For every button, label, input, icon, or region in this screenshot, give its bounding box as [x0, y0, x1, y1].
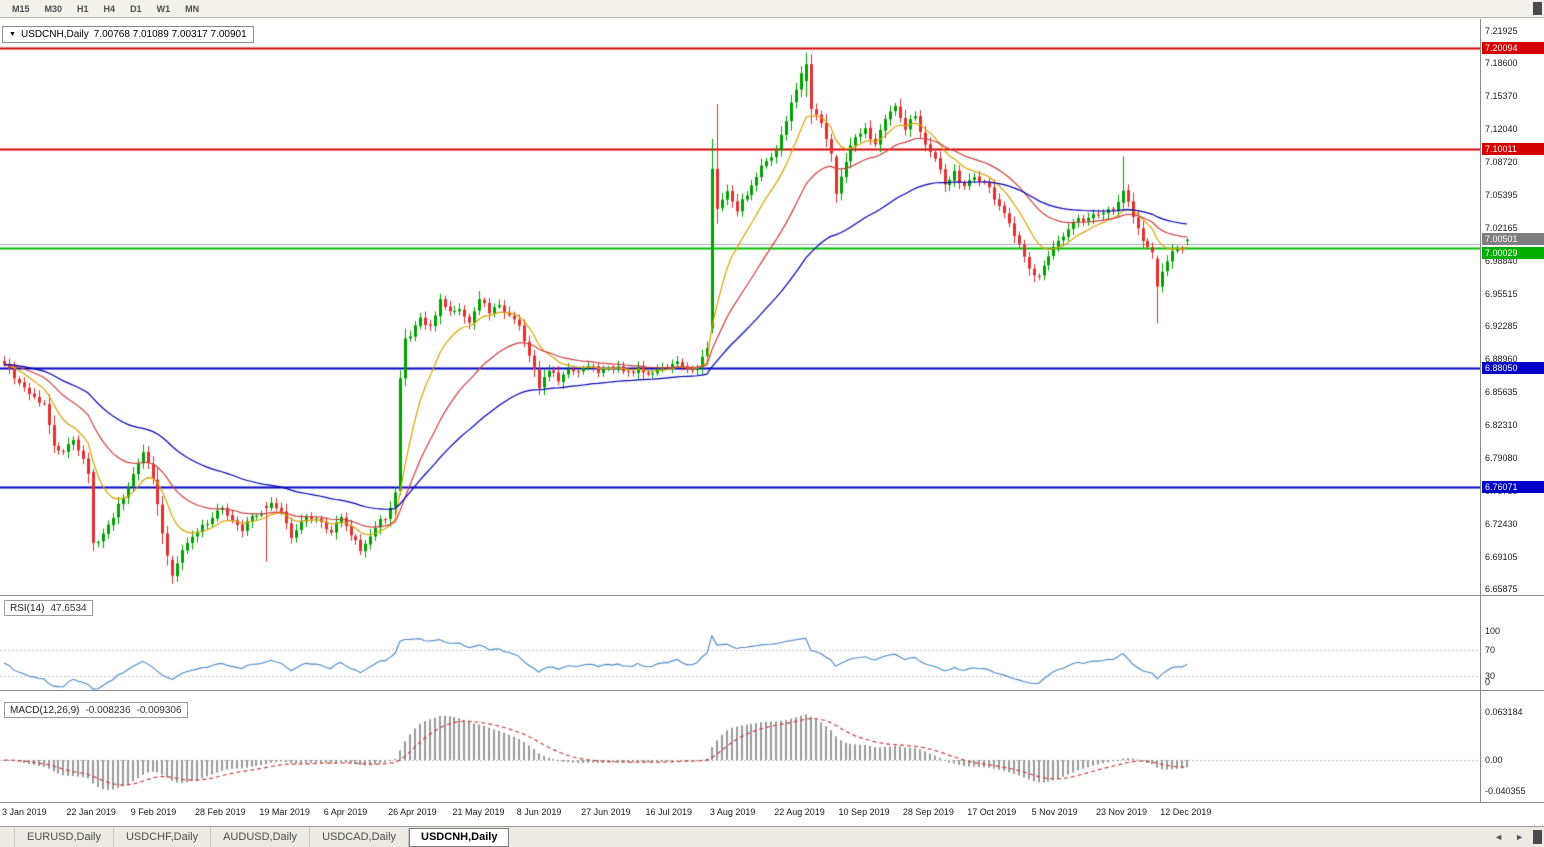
chart-symbol-label: USDCNH,Daily	[20, 29, 89, 40]
price-scale-label: 6.65875	[1485, 584, 1518, 595]
date-label: 3 Jan 2019	[2, 807, 47, 817]
date-label: 27 Jun 2019	[581, 807, 631, 817]
price-scale-label: 7.12040	[1485, 124, 1518, 135]
macd-title: MACD(12,26,9)	[10, 704, 80, 716]
symbol-tab-usdcnh[interactable]: USDCNH,Daily	[409, 827, 510, 847]
price-level-badge-6.76071: 6.76071	[1482, 481, 1544, 494]
date-axis[interactable]: 3 Jan 2019 22 Jan 2019 9 Feb 2019 28 Feb 20…	[0, 802, 1544, 826]
main-chart-panel: ▼ USDCNH,Daily 7.00768 7.01089 7.00317 7…	[0, 19, 1544, 595]
date-label: 10 Sep 2019	[838, 807, 890, 817]
symbol-tab-usdcad[interactable]: USDCAD,Daily	[310, 827, 410, 847]
rsi-value: 47.6534	[50, 602, 87, 614]
macd-panel: MACD(12,26,9) -0.008236 -0.009306 0.0631…	[0, 690, 1544, 802]
symbol-tab-eurusd[interactable]: EURUSD,Daily	[14, 827, 114, 847]
price-scale-label: 7.15370	[1485, 91, 1518, 102]
timeframe-button-m15[interactable]: M15	[12, 3, 30, 14]
price-level-badge-6.88050: 6.88050	[1482, 361, 1544, 374]
symbol-tab-audusd[interactable]: AUDUSD,Daily	[211, 827, 311, 847]
macd-main-value: -0.008236	[85, 704, 131, 716]
macd-signal-value: -0.009306	[136, 704, 182, 716]
date-label: 28 Sep 2019	[902, 807, 954, 817]
price-scale-label: 6.79080	[1485, 452, 1518, 463]
macd-canvas[interactable]	[0, 691, 1480, 802]
price-level-badge-7.00029: 7.00029	[1482, 247, 1544, 260]
price-scale-label: 7.02165	[1485, 222, 1518, 233]
price-scale-label: 6.69105	[1485, 551, 1518, 562]
timeframe-toolbar-items: M15 M30 H1 H4 D1 W1 MN	[6, 2, 205, 16]
price-scale-label: 6.88960	[1485, 354, 1518, 365]
price-level-badge-7.10011: 7.10011	[1482, 142, 1544, 155]
chart-ohlc-values: 7.00768 7.01089 7.00317 7.00901	[93, 29, 247, 40]
scroll-right-icon[interactable]: ►	[1515, 832, 1524, 842]
price-scale-label: 6.82310	[1485, 420, 1518, 431]
corner-mark-bottom	[1533, 830, 1542, 844]
date-label: 17 Oct 2019	[967, 807, 1017, 817]
rsi-canvas[interactable]	[0, 596, 1480, 690]
price-scale-label: 7.08720	[1485, 157, 1518, 168]
timeframe-button-w1[interactable]: W1	[156, 3, 171, 14]
timeframe-button-h1[interactable]: H1	[77, 3, 89, 14]
date-label: 22 Aug 2019	[774, 807, 825, 817]
price-scale-label: 7.18600	[1485, 58, 1518, 69]
macd-label-box: MACD(12,26,9) -0.008236 -0.009306	[4, 702, 188, 718]
date-label: 28 Feb 2019	[195, 807, 246, 817]
rsi-title: RSI(14)	[10, 602, 45, 614]
price-scale-label: 6.72430	[1485, 518, 1518, 529]
date-label: 5 Nov 2019	[1031, 807, 1078, 817]
scroll-left-icon[interactable]: ◄	[1494, 832, 1504, 842]
corner-mark-top	[1533, 2, 1542, 15]
price-level-badge-7.20094: 7.20094	[1482, 42, 1544, 55]
indicator-scale-label: 100	[1485, 625, 1501, 636]
price-scale-label: 6.92285	[1485, 321, 1518, 332]
price-chart-canvas[interactable]	[0, 19, 1480, 595]
symbol-tabbar: EURUSD,Daily USDCHF,Daily AUDUSD,Daily USDC…	[0, 826, 1544, 847]
indicator-scale-label: 0.063184	[1485, 706, 1523, 717]
macd-scale[interactable]: 0.063184 0.00 -0.040355	[1480, 691, 1544, 802]
date-label: 26 Apr 2019	[388, 807, 437, 817]
date-label: 21 May 2019	[452, 807, 505, 817]
dropdown-triangle-icon: ▼	[9, 31, 16, 38]
tab-scroll-arrows: ◄ ►	[1492, 831, 1526, 843]
rsi-label-box: RSI(14) 47.6534	[4, 600, 93, 616]
indicator-scale-label: 30	[1485, 671, 1496, 681]
date-label: 12 Dec 2019	[1160, 807, 1212, 817]
date-label: 16 Jul 2019	[645, 807, 693, 817]
indicator-scale-label: -0.040355	[1485, 785, 1526, 796]
date-label: 8 Jun 2019	[516, 807, 562, 817]
date-label: 19 Mar 2019	[259, 807, 310, 817]
timeframe-toolbar: M15 M30 H1 H4 D1 W1 MN	[0, 0, 1544, 18]
date-label: 22 Jan 2019	[66, 807, 116, 817]
timeframe-button-d1[interactable]: D1	[130, 3, 142, 14]
price-scale-label: 6.95515	[1485, 288, 1518, 299]
timeframe-button-h4[interactable]: H4	[103, 3, 116, 14]
price-level-badge-7.00501: 7.00501	[1482, 232, 1544, 245]
price-scale-label: 7.21925	[1485, 25, 1518, 36]
indicator-scale-label: 0.00	[1485, 755, 1503, 765]
timeframe-button-mn[interactable]: MN	[185, 3, 200, 14]
price-scale-label: 6.98840	[1485, 255, 1518, 266]
indicator-scale-label: 70	[1485, 645, 1496, 655]
price-scale-label: 6.85635	[1485, 387, 1518, 398]
chart-title-box[interactable]: ▼ USDCNH,Daily 7.00768 7.01089 7.00317 7…	[2, 26, 254, 43]
price-scale-label: 7.05395	[1485, 189, 1518, 200]
date-label: 23 Nov 2019	[1095, 807, 1147, 817]
date-label: 6 Apr 2019	[323, 807, 368, 817]
rsi-panel: RSI(14) 47.6534 100 70 30 0	[0, 595, 1544, 690]
date-label: 3 Aug 2019	[709, 807, 756, 817]
timeframe-button-m30[interactable]: M30	[44, 3, 63, 14]
indicator-scale-label: 0	[1485, 677, 1491, 687]
date-label: 9 Feb 2019	[130, 807, 177, 817]
rsi-scale[interactable]: 100 70 30 0	[1480, 596, 1544, 690]
symbol-tab-usdchf[interactable]: USDCHF,Daily	[114, 827, 212, 847]
price-scale[interactable]: 7.21925 7.18600 7.15370 7.12040 7.08720 7.053…	[1480, 19, 1544, 595]
